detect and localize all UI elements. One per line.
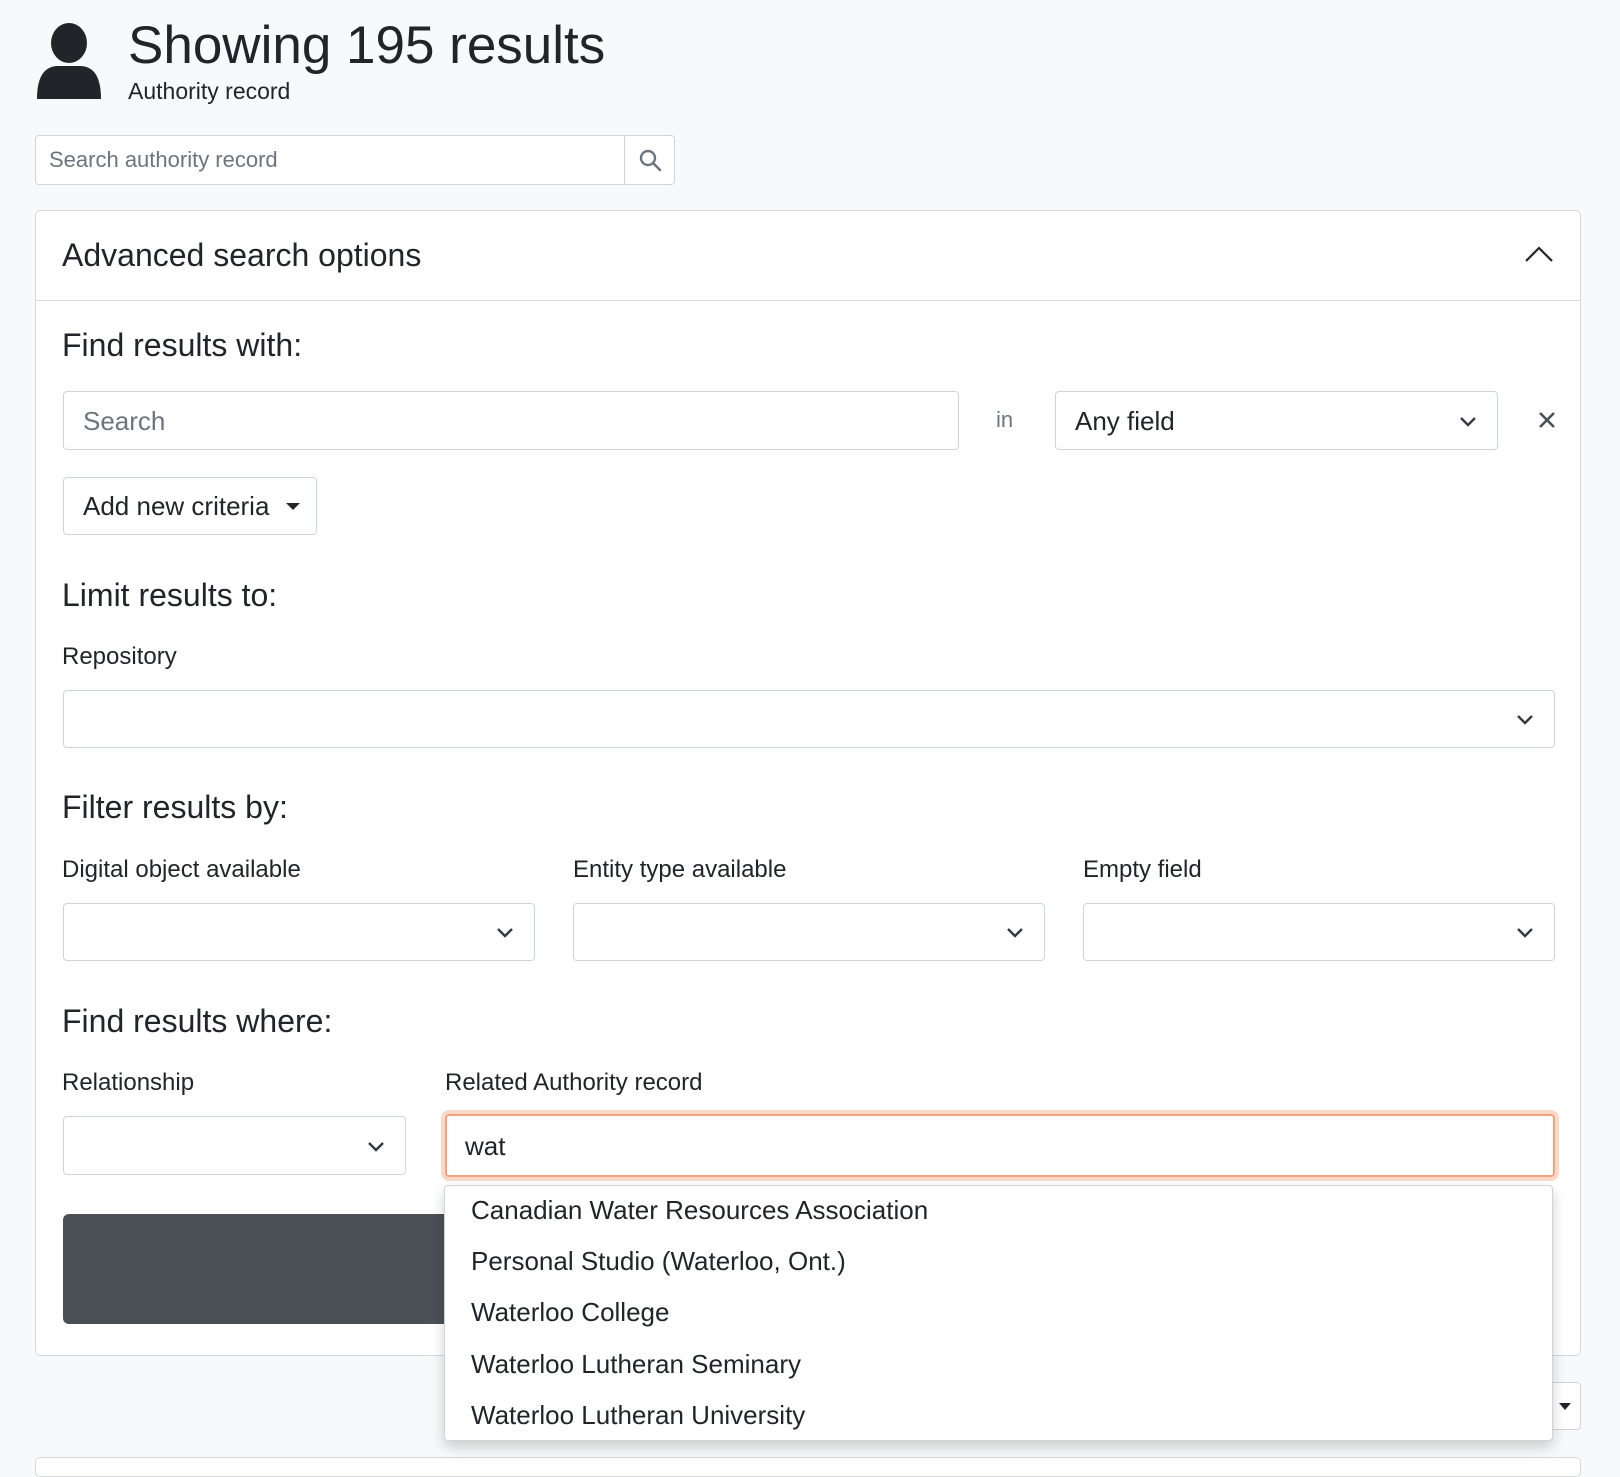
filter-heading: Filter results by: (62, 789, 288, 825)
search-submit-button[interactable] (63, 1214, 463, 1324)
add-new-criteria-button[interactable]: Add new criteria (63, 477, 317, 535)
chevron-down-icon (1517, 715, 1533, 725)
page-title: Showing 195 results (128, 16, 606, 75)
chevron-down-icon (368, 1141, 384, 1152)
user-icon (37, 23, 101, 99)
criteria-search-input[interactable]: Search (63, 391, 959, 450)
autocomplete-dropdown: Canadian Water Resources Association Per… (444, 1185, 1553, 1441)
chevron-down-icon (497, 928, 513, 938)
caret-down-icon (1559, 1403, 1571, 1410)
autocomplete-item[interactable]: Canadian Water Resources Association (471, 1195, 929, 1225)
entity-type-label: Entity type available (573, 856, 787, 883)
find-with-heading: Find results with: (62, 327, 303, 363)
relationship-select[interactable] (63, 1116, 406, 1175)
autocomplete-item[interactable]: Waterloo Lutheran Seminary (471, 1349, 801, 1379)
advanced-search-panel: Advanced search options Find results wit… (35, 210, 1581, 1356)
digital-object-select[interactable] (63, 903, 535, 961)
advanced-search-title: Advanced search options (62, 237, 422, 273)
autocomplete-item[interactable]: Waterloo College (471, 1297, 670, 1327)
search-button[interactable] (624, 136, 674, 184)
chevron-down-icon (1517, 928, 1533, 938)
limit-heading: Limit results to: (62, 577, 278, 613)
advanced-search-header[interactable]: Advanced search options (36, 211, 1580, 301)
entity-type-select[interactable] (573, 903, 1045, 961)
page-subtitle: Authority record (128, 78, 291, 104)
search-authority-input[interactable] (36, 136, 624, 184)
empty-field-label: Empty field (1083, 856, 1202, 883)
caret-down-icon (286, 503, 300, 510)
repository-label: Repository (62, 643, 177, 670)
add-criteria-label: Add new criteria (83, 491, 270, 521)
sort-select[interactable] (1553, 1382, 1581, 1430)
chevron-down-icon (1460, 416, 1476, 427)
relationship-label: Relationship (62, 1069, 195, 1096)
chevron-up-icon[interactable] (1524, 245, 1554, 263)
criteria-search-placeholder: Search (83, 406, 166, 436)
autocomplete-item[interactable]: Personal Studio (Waterloo, Ont.) (471, 1246, 846, 1276)
empty-field-select[interactable] (1083, 903, 1555, 961)
remove-criteria-icon[interactable] (1538, 411, 1556, 429)
repository-select[interactable] (63, 690, 1555, 748)
related-authority-value: wat (465, 1131, 506, 1161)
autocomplete-item[interactable]: Waterloo Lutheran University (471, 1400, 806, 1430)
top-search (35, 135, 675, 185)
chevron-down-icon (1007, 928, 1023, 938)
related-authority-input[interactable]: wat (445, 1114, 1555, 1177)
field-select[interactable]: Any field (1055, 391, 1498, 450)
field-select-value: Any field (1075, 406, 1175, 436)
digital-object-label: Digital object available (62, 856, 301, 883)
where-heading: Find results where: (62, 1003, 333, 1039)
in-label: in (996, 407, 1014, 432)
related-authority-label: Related Authority record (445, 1069, 703, 1096)
search-icon (639, 149, 661, 172)
results-container (35, 1457, 1581, 1477)
